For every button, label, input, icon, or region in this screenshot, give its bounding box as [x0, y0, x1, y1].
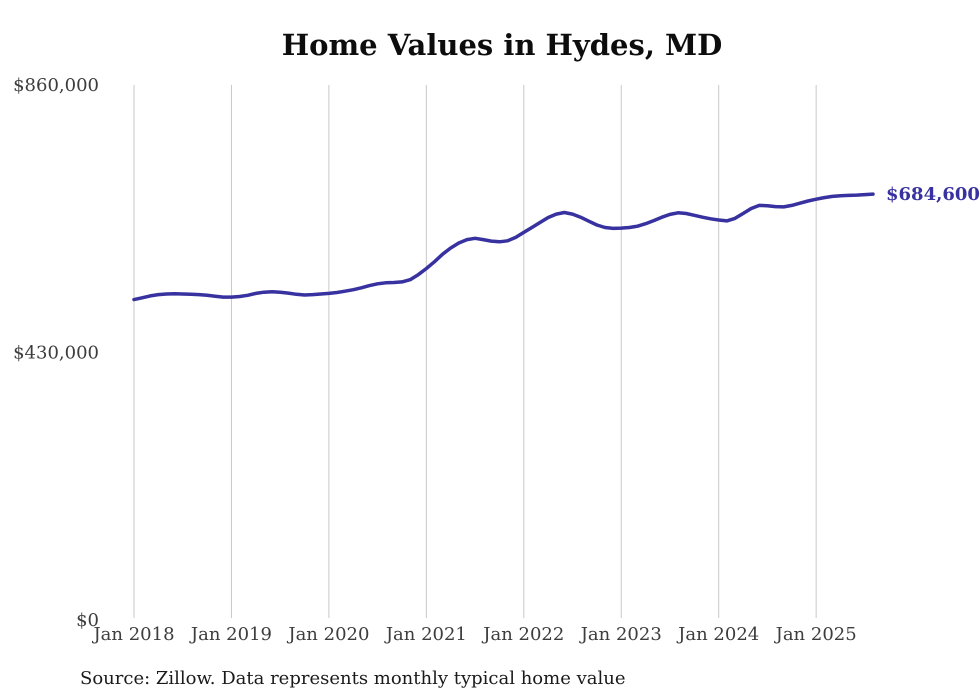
x-axis-tick-label: Jan 2024 [676, 624, 759, 645]
x-axis-tick-label: Jan 2022 [481, 624, 564, 645]
y-axis-tick-label: $860,000 [13, 75, 99, 96]
home-value-line-series [132, 192, 875, 302]
x-axis-tick-label: Jan 2025 [774, 624, 857, 645]
x-axis-tick-label: Jan 2020 [286, 624, 369, 645]
y-axis-labels-group: $0 $430,000 $860,000 [13, 75, 99, 631]
latest-value-label: $684,600 [886, 184, 980, 205]
x-axis-tick-label: Jan 2023 [579, 624, 662, 645]
x-axis-tick-label: Jan 2018 [91, 624, 174, 645]
x-axis-tick-label: Jan 2019 [189, 624, 272, 645]
source-note: Source: Zillow. Data represents monthly … [80, 668, 626, 689]
y-axis-tick-label: $0 [76, 610, 99, 631]
gridlines-group [133, 85, 817, 618]
x-axis-tick-label: Jan 2021 [384, 624, 467, 645]
y-axis-tick-label: $430,000 [13, 343, 99, 364]
chart-title: Home Values in Hydes, MD [282, 28, 723, 62]
x-axis-labels-group: Jan 2018 Jan 2019 Jan 2020 Jan 2021 Jan 2022… [91, 624, 856, 645]
